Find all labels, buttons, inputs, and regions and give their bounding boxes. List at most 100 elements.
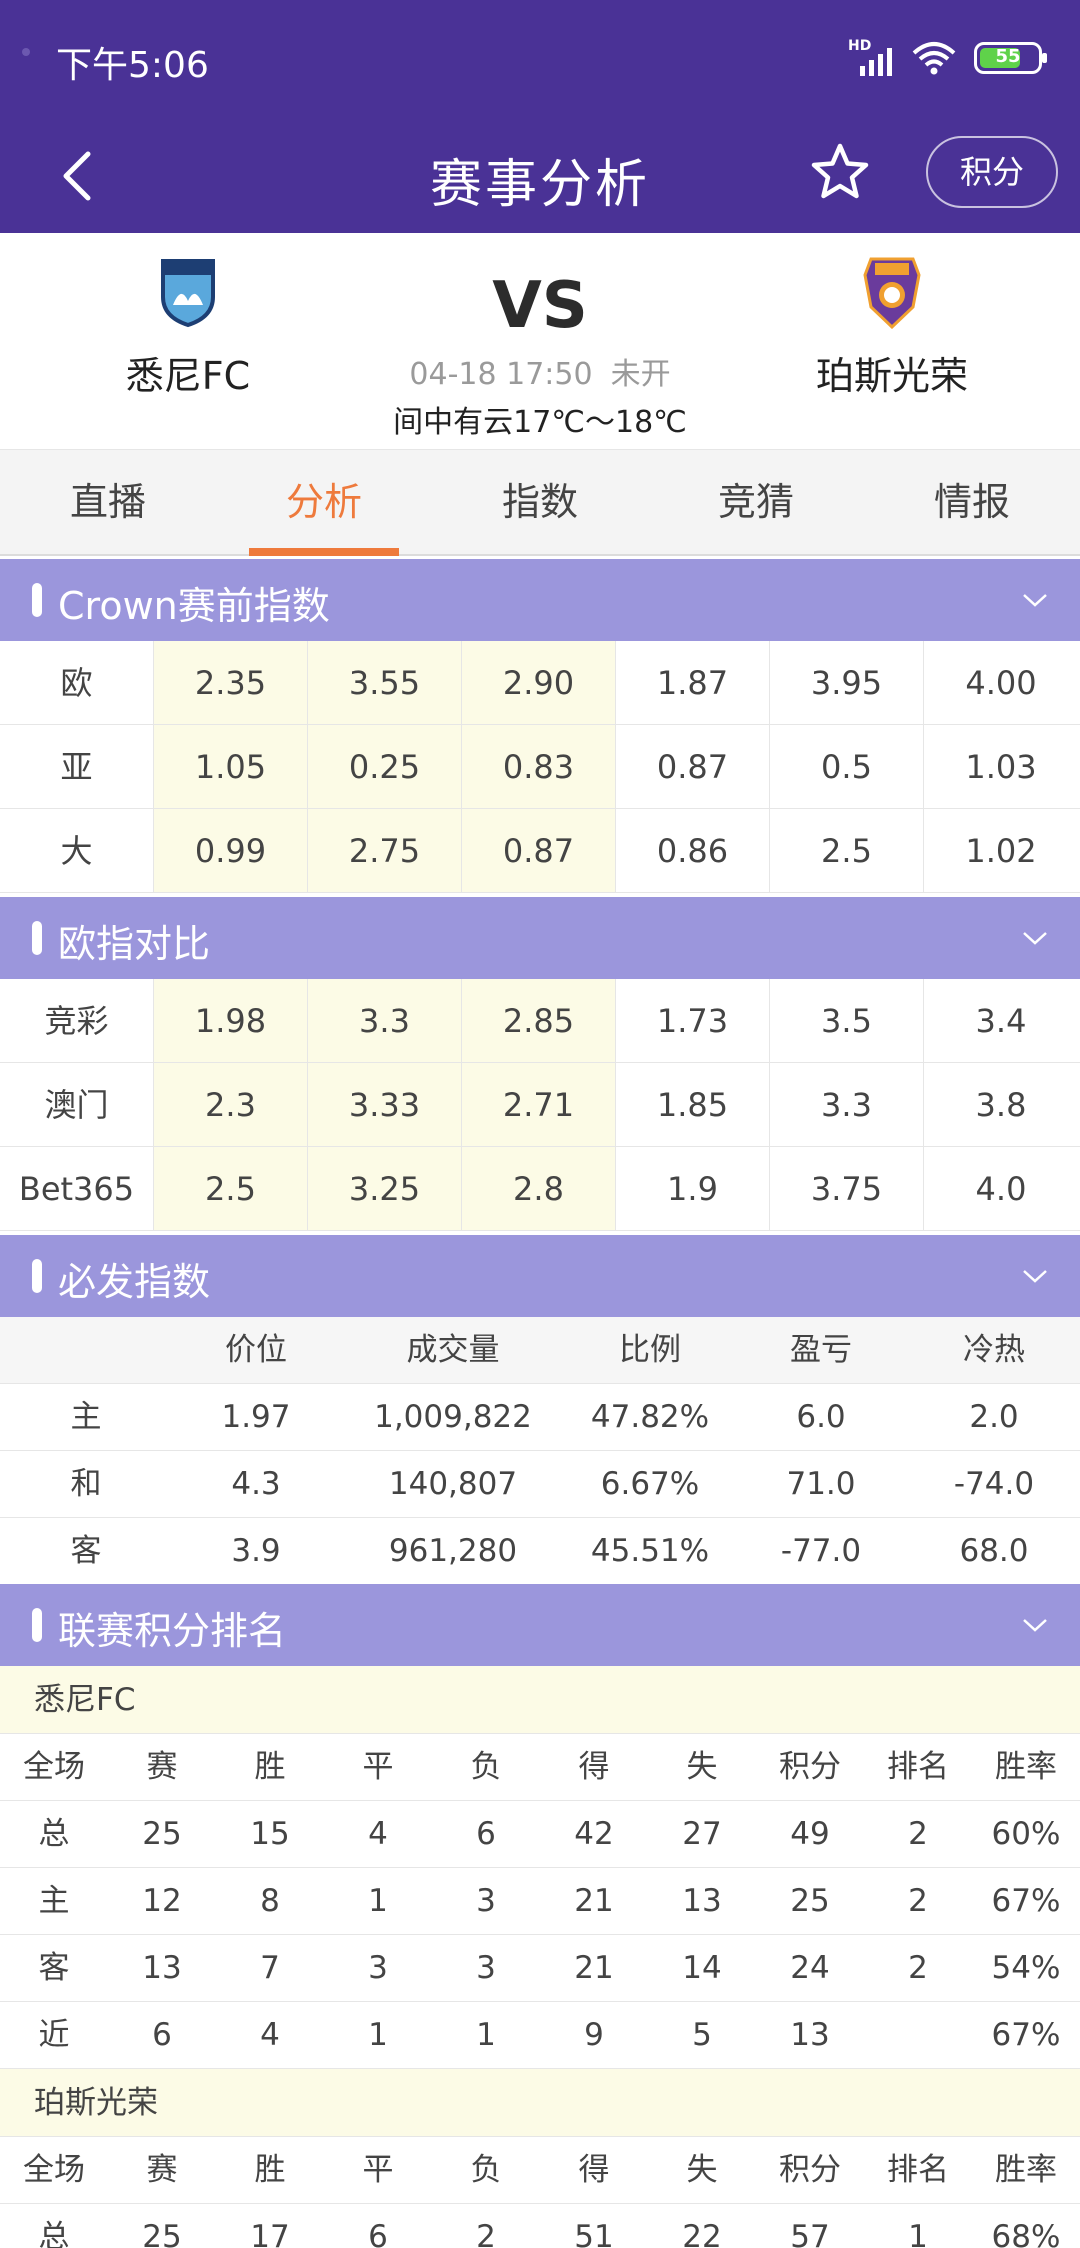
- table-cell: 客: [38, 1950, 70, 1986]
- table-cell: 24: [790, 1950, 830, 1986]
- tab-intel[interactable]: 情报: [933, 480, 1010, 524]
- odds-cell: 1.98: [154, 979, 308, 1062]
- table-cell: 2: [908, 1816, 928, 1852]
- tab-bar: 直播 分析 指数 竞猜 情报: [0, 449, 1080, 556]
- table-cell: 60%: [991, 1816, 1061, 1852]
- home-team[interactable]: 悉尼FC: [78, 255, 298, 400]
- vs-label: VS: [492, 269, 588, 343]
- points-button[interactable]: 积分: [926, 136, 1058, 208]
- column-header: 排名: [887, 1749, 949, 1785]
- column-header: 失: [686, 2152, 718, 2188]
- table-row: 大 0.99 2.75 0.87 0.86 2.5 1.02: [0, 809, 1080, 893]
- table-cell: 2: [908, 1950, 928, 1986]
- row-label: 亚: [0, 725, 154, 808]
- table-row: 主 1.97 1,009,822 47.82% 6.0 2.0: [0, 1384, 1080, 1451]
- tab-analysis[interactable]: 分析: [216, 450, 432, 556]
- odds-cell: 1.02: [965, 832, 1037, 870]
- odds-cell: 2.85: [462, 979, 616, 1062]
- section-header-bifa[interactable]: 必发指数: [0, 1235, 1080, 1317]
- row-label: 大: [0, 809, 154, 892]
- table-cell: 1.97: [221, 1399, 291, 1435]
- column-header: 平: [362, 1749, 394, 1785]
- table-cell: [864, 2002, 972, 2068]
- euro-compare-table: 竞彩 1.98 3.3 2.85 1.73 3.5 3.4 澳门 2.3 3.3…: [0, 979, 1080, 1231]
- section-marker: [32, 921, 42, 955]
- sydney-fc-logo-icon: [161, 259, 215, 328]
- table-row: 欧 2.35 3.55 2.90 1.87 3.95 4.00: [0, 641, 1080, 725]
- odds-cell: 0.86: [616, 809, 770, 892]
- table-cell: 68.0: [959, 1533, 1029, 1569]
- column-header: 积分: [779, 2152, 841, 2188]
- table-cell: -77.0: [780, 1533, 862, 1569]
- table-cell: 3.9: [231, 1533, 281, 1569]
- table-cell: 21: [574, 1950, 614, 1986]
- odds-cell: 1.85: [616, 1063, 770, 1146]
- section-header-standings[interactable]: 联赛积分排名: [0, 1584, 1080, 1666]
- table-cell: 22: [682, 2219, 722, 2248]
- section-header-euro-compare[interactable]: 欧指对比: [0, 897, 1080, 979]
- table-cell: 68%: [991, 2219, 1061, 2248]
- tab-guess[interactable]: 竞猜: [717, 480, 794, 524]
- table-cell: 47.82%: [590, 1399, 710, 1435]
- table-cell: 1: [368, 1883, 388, 1919]
- battery-icon: 55: [974, 42, 1047, 74]
- table-row: 竞彩 1.98 3.3 2.85 1.73 3.5 3.4: [0, 979, 1080, 1063]
- odds-cell: 3.5: [770, 979, 924, 1062]
- battery-level: 55: [995, 46, 1021, 67]
- section-title: Crown赛前指数: [58, 584, 330, 628]
- column-header: 得: [578, 2152, 610, 2188]
- chevron-down-icon[interactable]: [1020, 585, 1050, 615]
- notification-dot: [22, 48, 30, 56]
- chevron-down-icon[interactable]: [1020, 1261, 1050, 1291]
- table-cell: 25: [142, 1816, 182, 1852]
- star-favorite-icon[interactable]: [808, 140, 872, 204]
- standings-team-name: 珀斯光荣: [0, 2069, 1080, 2137]
- column-header: 价位: [225, 1332, 287, 1368]
- column-header: 全场: [23, 2152, 85, 2188]
- row-label: 客: [70, 1533, 102, 1569]
- table-row: 总 25 17 6 2 51 22 57 1 68%: [0, 2204, 1080, 2248]
- table-cell: 54%: [991, 1950, 1061, 1986]
- table-cell: 1: [368, 2017, 388, 2053]
- odds-cell: 0.99: [154, 809, 308, 892]
- chevron-down-icon[interactable]: [1020, 1610, 1050, 1640]
- odds-cell: 3.33: [308, 1063, 462, 1146]
- column-header: 赛: [146, 1749, 178, 1785]
- table-cell: 45.51%: [590, 1533, 710, 1569]
- tab-live[interactable]: 直播: [69, 480, 146, 524]
- section-header-crown[interactable]: Crown赛前指数: [0, 559, 1080, 641]
- odds-cell: 2.3: [154, 1063, 308, 1146]
- odds-cell: 2.5: [770, 809, 924, 892]
- back-arrow-icon[interactable]: [52, 146, 112, 206]
- column-header: 负: [470, 2152, 502, 2188]
- section-marker: [32, 1608, 42, 1642]
- odds-cell: 2.5: [154, 1147, 308, 1230]
- tab-index[interactable]: 指数: [501, 480, 578, 524]
- odds-cell: 2.35: [154, 641, 308, 724]
- row-label: 澳门: [0, 1063, 154, 1146]
- table-cell: 6.67%: [600, 1466, 700, 1502]
- away-team[interactable]: 珀斯光荣: [782, 255, 1002, 400]
- section-title: 必发指数: [58, 1260, 211, 1304]
- table-cell: 1,009,822: [374, 1399, 532, 1435]
- cellular-signal-icon: HD: [848, 38, 894, 76]
- crown-table: 欧 2.35 3.55 2.90 1.87 3.95 4.00 亚 1.05 0…: [0, 641, 1080, 893]
- app-header: 下午5:06 HD 55 赛事分析: [0, 0, 1080, 233]
- table-cell: 4: [368, 1816, 388, 1852]
- odds-cell: 1.05: [154, 725, 308, 808]
- chevron-down-icon[interactable]: [1020, 923, 1050, 953]
- table-row: 客 3.9 961,280 45.51% -77.0 68.0: [0, 1518, 1080, 1585]
- column-header: 平: [362, 2152, 394, 2188]
- table-cell: 2: [908, 1883, 928, 1919]
- table-row: Bet365 2.5 3.25 2.8 1.9 3.75 4.0: [0, 1147, 1080, 1231]
- match-state: 未开: [610, 357, 671, 392]
- column-header: 胜: [254, 1749, 286, 1785]
- odds-cell: 3.25: [308, 1147, 462, 1230]
- table-cell: 总: [38, 1816, 70, 1852]
- table-cell: 2: [476, 2219, 496, 2248]
- away-team-name: 珀斯光荣: [815, 354, 968, 398]
- column-header: 成交量: [406, 1332, 500, 1368]
- odds-cell: 0.5: [770, 725, 924, 808]
- column-header: 赛: [146, 2152, 178, 2188]
- table-cell: 49: [790, 1816, 830, 1852]
